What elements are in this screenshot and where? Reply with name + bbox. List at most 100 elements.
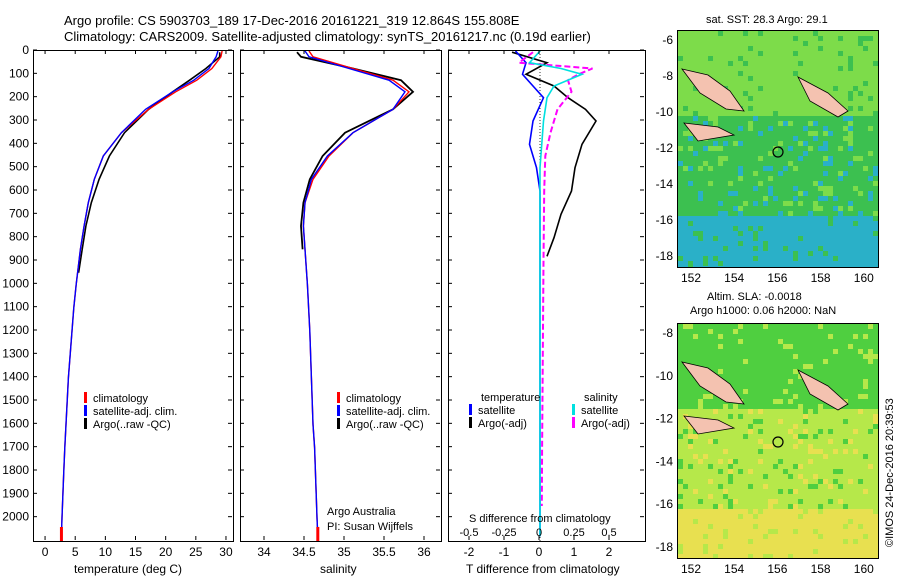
map-cell	[698, 344, 703, 349]
map-cell	[718, 166, 723, 171]
map-cell	[728, 231, 733, 236]
map-cell	[743, 261, 748, 266]
map-cell	[733, 409, 738, 414]
map-cell	[783, 484, 788, 489]
map-cell	[783, 186, 788, 191]
map-cell	[798, 181, 803, 186]
map-cell	[858, 126, 863, 131]
map-cell	[868, 524, 873, 529]
map-cell	[698, 529, 703, 534]
map-cell	[833, 534, 838, 539]
map-cell	[798, 251, 803, 256]
map-cell	[788, 201, 793, 206]
map-cell	[803, 176, 808, 181]
map-cell	[758, 216, 763, 221]
map-cell	[688, 181, 693, 186]
map-cell	[678, 439, 683, 444]
map-cell	[723, 544, 728, 549]
map-cell	[838, 186, 843, 191]
map-cell	[823, 349, 828, 354]
map-cell	[738, 176, 743, 181]
map-cell	[873, 186, 878, 191]
map-cell	[823, 419, 828, 424]
map-cell	[683, 444, 688, 449]
map-cell	[783, 71, 788, 76]
map-cell	[693, 494, 698, 499]
map-cell	[763, 544, 768, 549]
map-cell	[808, 434, 813, 439]
map-cell	[863, 206, 868, 211]
map-cell	[683, 439, 688, 444]
map-cell	[848, 464, 853, 469]
map-cell	[688, 459, 693, 464]
map-cell	[708, 334, 713, 339]
map-cell	[703, 46, 708, 51]
map-cell	[803, 469, 808, 474]
map-cell	[868, 166, 873, 171]
map-cell	[683, 494, 688, 499]
map-cell	[758, 464, 763, 469]
difference-chart	[511, 51, 597, 541]
map-cell	[848, 201, 853, 206]
map-cell	[753, 256, 758, 261]
map-cell	[713, 196, 718, 201]
map-cell	[868, 419, 873, 424]
map-cell	[868, 329, 873, 334]
map-cell	[838, 246, 843, 251]
map-cell	[768, 221, 773, 226]
map-cell	[698, 61, 703, 66]
y-tick-label: 2000	[2, 510, 29, 524]
map-cell	[718, 81, 723, 86]
map-cell	[833, 529, 838, 534]
map-cell	[823, 334, 828, 339]
map-cell	[763, 241, 768, 246]
map-cell	[688, 424, 693, 429]
map-cell	[813, 429, 818, 434]
map-cell	[753, 31, 758, 36]
map-cell	[818, 146, 823, 151]
map-cell	[813, 266, 818, 267]
map-cell	[728, 236, 733, 241]
map-cell	[853, 509, 858, 514]
map-cell	[703, 474, 708, 479]
map-cell	[723, 504, 728, 509]
map-cell	[808, 176, 813, 181]
map-cell	[813, 116, 818, 121]
map-cell	[873, 211, 878, 216]
legend-swatch-black	[469, 417, 472, 428]
map-cell	[778, 141, 783, 146]
map-cell	[743, 176, 748, 181]
map-cell	[753, 41, 758, 46]
map-cell	[853, 166, 858, 171]
map-cell	[708, 106, 713, 111]
map-cell	[833, 176, 838, 181]
map-cell	[758, 236, 763, 241]
map-cell	[818, 504, 823, 509]
annotation-line2: PI: Susan Wijffels	[327, 521, 413, 533]
map-cell	[818, 251, 823, 256]
map-cell	[738, 81, 743, 86]
map-cell	[708, 71, 713, 76]
map-cell	[858, 31, 863, 36]
map-cell	[853, 51, 858, 56]
map-cell	[748, 156, 753, 161]
map-cell	[843, 494, 848, 499]
map-cell	[763, 384, 768, 389]
map-cell	[838, 141, 843, 146]
map-cell	[738, 364, 743, 369]
map-cell	[853, 349, 858, 354]
diff-top-xlabel: S difference from climatology	[469, 513, 611, 525]
map-cell	[808, 399, 813, 404]
map-cell	[683, 106, 688, 111]
map-cell	[853, 394, 858, 399]
map-cell	[708, 324, 713, 329]
map-cell	[813, 136, 818, 141]
map-cell	[833, 364, 838, 369]
map-cell	[853, 494, 858, 499]
map-x-tick-label: 154	[724, 271, 744, 285]
map-cell	[783, 524, 788, 529]
map-cell	[813, 459, 818, 464]
map-cell	[823, 201, 828, 206]
map-cell	[818, 494, 823, 499]
map-cell	[873, 236, 878, 241]
